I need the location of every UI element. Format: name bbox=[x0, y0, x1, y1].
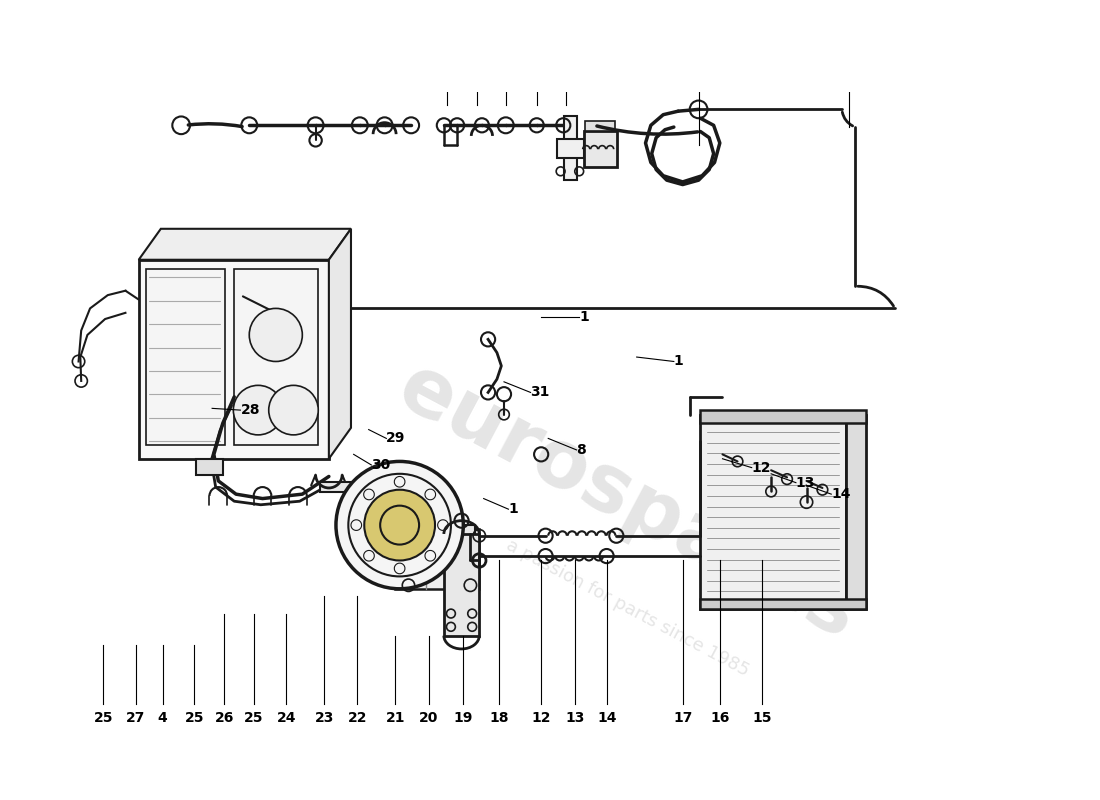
Bar bbox=[846, 414, 866, 609]
Text: 9: 9 bbox=[532, 0, 541, 3]
Text: 8: 8 bbox=[576, 443, 586, 457]
Bar bbox=[701, 598, 866, 609]
Text: 14: 14 bbox=[832, 487, 850, 501]
Text: 5: 5 bbox=[355, 0, 365, 3]
Text: 26: 26 bbox=[214, 711, 234, 725]
Text: 11: 11 bbox=[839, 0, 859, 3]
Circle shape bbox=[336, 462, 463, 589]
Circle shape bbox=[233, 386, 283, 435]
Text: 27: 27 bbox=[126, 711, 145, 725]
Circle shape bbox=[268, 386, 318, 435]
Bar bbox=[139, 260, 329, 458]
Polygon shape bbox=[329, 229, 351, 458]
Text: a passion for parts since 1985: a passion for parts since 1985 bbox=[504, 536, 752, 680]
Text: 1: 1 bbox=[508, 502, 518, 516]
Text: 3: 3 bbox=[287, 0, 297, 3]
Text: 13: 13 bbox=[796, 476, 815, 490]
Text: 20: 20 bbox=[419, 711, 439, 725]
Bar bbox=[557, 138, 584, 158]
Text: 2: 2 bbox=[220, 0, 230, 3]
Text: 4: 4 bbox=[322, 0, 332, 3]
Text: 16: 16 bbox=[711, 711, 729, 725]
Text: 31: 31 bbox=[530, 386, 550, 399]
Text: 5: 5 bbox=[473, 0, 482, 3]
Text: 12: 12 bbox=[531, 711, 551, 725]
Text: 6: 6 bbox=[379, 0, 389, 3]
Text: eurospares: eurospares bbox=[385, 348, 871, 656]
Bar bbox=[701, 410, 866, 423]
Bar bbox=[320, 482, 355, 492]
Bar bbox=[585, 121, 616, 131]
Bar bbox=[395, 529, 480, 589]
Text: 12: 12 bbox=[751, 461, 771, 474]
Bar bbox=[234, 269, 318, 446]
Text: 13: 13 bbox=[565, 711, 584, 725]
Text: 30: 30 bbox=[372, 458, 390, 472]
Text: 17: 17 bbox=[673, 711, 692, 725]
Bar bbox=[453, 548, 475, 567]
Bar bbox=[196, 458, 222, 474]
Text: 25: 25 bbox=[185, 711, 205, 725]
Text: 1: 1 bbox=[252, 0, 261, 3]
Text: 1: 1 bbox=[580, 310, 588, 324]
Text: 18: 18 bbox=[488, 711, 508, 725]
Text: 19: 19 bbox=[453, 711, 473, 725]
Bar bbox=[564, 117, 576, 180]
Text: 29: 29 bbox=[386, 431, 406, 446]
Text: 7: 7 bbox=[442, 0, 451, 3]
Text: 15: 15 bbox=[752, 711, 772, 725]
Bar bbox=[444, 534, 480, 636]
Polygon shape bbox=[139, 229, 351, 260]
Text: 24: 24 bbox=[277, 711, 296, 725]
Text: 25: 25 bbox=[94, 711, 113, 725]
Text: 1: 1 bbox=[674, 354, 683, 369]
Text: 1: 1 bbox=[500, 0, 510, 3]
Text: 1: 1 bbox=[187, 0, 197, 3]
Text: 1: 1 bbox=[406, 0, 416, 3]
Text: 28: 28 bbox=[241, 403, 260, 417]
Text: 10: 10 bbox=[557, 0, 575, 3]
Bar bbox=[146, 269, 226, 446]
Bar bbox=[584, 131, 617, 167]
Text: 25: 25 bbox=[244, 711, 263, 725]
Text: 4: 4 bbox=[157, 711, 167, 725]
Text: 14: 14 bbox=[597, 711, 617, 725]
Text: 21: 21 bbox=[385, 711, 405, 725]
Text: 22: 22 bbox=[348, 711, 367, 725]
Text: 5: 5 bbox=[694, 0, 704, 3]
Text: 23: 23 bbox=[315, 711, 334, 725]
Bar bbox=[453, 525, 475, 542]
Bar bbox=[701, 414, 846, 609]
Circle shape bbox=[364, 490, 434, 561]
Circle shape bbox=[250, 309, 303, 362]
